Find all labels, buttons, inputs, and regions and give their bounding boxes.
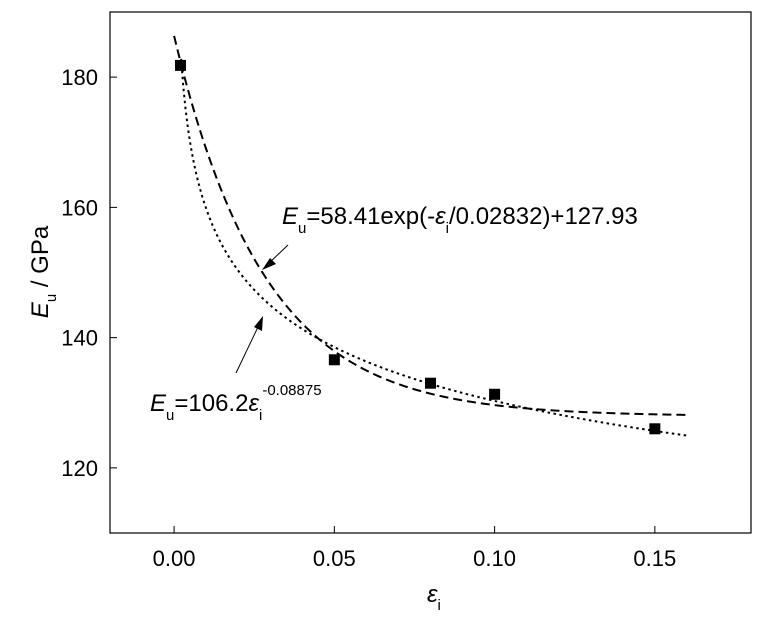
axis-ticks: 0.00 0.05 0.10 0.15 120 140 160 180 bbox=[61, 65, 676, 571]
y-tick-label: 180 bbox=[61, 65, 98, 90]
y-tick-label: 120 bbox=[61, 456, 98, 481]
y-tick-label: 160 bbox=[61, 195, 98, 220]
power-fit-curve bbox=[180, 58, 688, 437]
data-points bbox=[175, 59, 661, 435]
data-point bbox=[175, 59, 187, 71]
data-point bbox=[425, 377, 436, 389]
x-tick-label: 0.00 bbox=[153, 546, 196, 571]
x-tick-label: 0.15 bbox=[633, 546, 676, 571]
y-tick-label: 140 bbox=[61, 326, 98, 351]
data-point bbox=[489, 388, 501, 400]
exp-fit-arrow bbox=[262, 244, 289, 270]
fit-curves bbox=[173, 35, 688, 437]
data-point bbox=[328, 354, 340, 366]
exp-fit-equation: Eu=58.41exp(-εi/0.02832)+127.93 bbox=[282, 203, 638, 237]
power-fit-equation: Eu=106.2εi-0.08875 bbox=[150, 382, 322, 424]
x-tick-label: 0.05 bbox=[313, 546, 356, 571]
power-fit-arrow bbox=[235, 316, 263, 374]
plot-frame bbox=[109, 11, 752, 534]
data-point bbox=[649, 423, 661, 435]
x-tick-label: 0.10 bbox=[473, 546, 516, 571]
x-axis-title: εi bbox=[427, 581, 441, 614]
exp-fit-curve bbox=[173, 35, 687, 416]
y-axis-title: Eu / GPa bbox=[27, 225, 60, 318]
